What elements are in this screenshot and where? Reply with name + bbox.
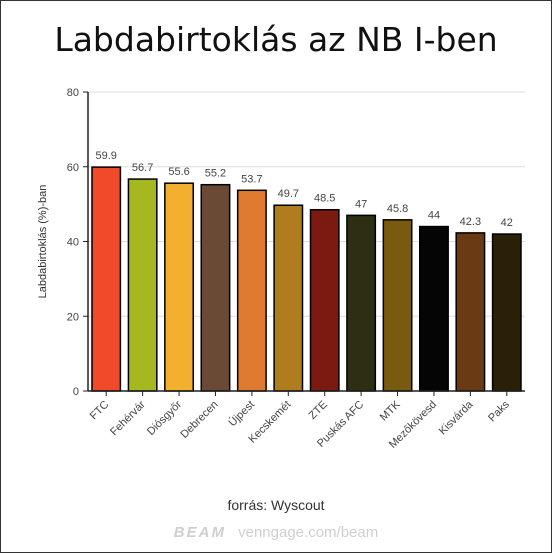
bar xyxy=(273,204,304,392)
data-label: 55.6 xyxy=(168,166,189,178)
watermark: BEAM venngage.com/beam xyxy=(0,524,552,541)
x-tick-label: ZTE xyxy=(307,399,330,422)
data-label: 53.7 xyxy=(241,173,262,185)
y-tick-label: 40 xyxy=(67,237,79,249)
x-tick-label: Debrecen xyxy=(178,399,220,441)
data-label: 47 xyxy=(355,198,367,210)
bar xyxy=(491,233,522,392)
bar xyxy=(419,225,449,392)
data-label: 42.3 xyxy=(460,216,481,228)
y-axis-ticks: 0 20 40 60 80 xyxy=(67,87,88,398)
chart-title: Labdabirtoklás az NB I-ben xyxy=(54,20,498,59)
data-label: 48.5 xyxy=(314,193,335,205)
x-tick-label: FTC xyxy=(88,399,112,423)
bar xyxy=(164,182,194,392)
x-tick-label: Kisvárda xyxy=(437,398,476,437)
bars xyxy=(91,166,522,392)
bar xyxy=(236,189,267,392)
data-labels: 59.9 56.7 55.6 55.2 53.7 49.7 48.5 47 45.8 44 42.3… xyxy=(95,150,512,229)
watermark-url: venngage.com/beam xyxy=(238,524,379,541)
data-label: 59.9 xyxy=(95,150,116,162)
data-label: 55.2 xyxy=(205,168,226,180)
x-tick-label: MTK xyxy=(378,398,403,423)
data-label: 56.7 xyxy=(132,162,153,174)
bar xyxy=(309,208,340,392)
bar xyxy=(346,214,377,392)
y-tick-label: 0 xyxy=(73,386,79,398)
watermark-brand: BEAM xyxy=(173,524,226,541)
y-tick-label: 60 xyxy=(67,162,79,174)
data-label: 49.7 xyxy=(278,188,299,200)
source-note: forrás: Wyscout xyxy=(227,497,325,513)
gridlines xyxy=(88,91,525,392)
bar xyxy=(127,178,158,392)
x-tick-label: Fehérvár xyxy=(108,398,148,438)
bar xyxy=(455,232,486,392)
x-tick-label: Paks xyxy=(486,398,512,424)
data-label: 42 xyxy=(501,217,513,229)
bar xyxy=(382,219,413,392)
bar xyxy=(200,183,231,392)
bar xyxy=(91,166,122,392)
data-label: 45.8 xyxy=(387,203,408,215)
y-tick-label: 20 xyxy=(67,311,79,323)
y-axis-label: Labdabirtoklás (%)-ban xyxy=(37,185,49,299)
x-tick-label: Újpest xyxy=(226,398,257,429)
data-label: 44 xyxy=(428,210,440,222)
y-tick-label: 80 xyxy=(67,87,79,99)
